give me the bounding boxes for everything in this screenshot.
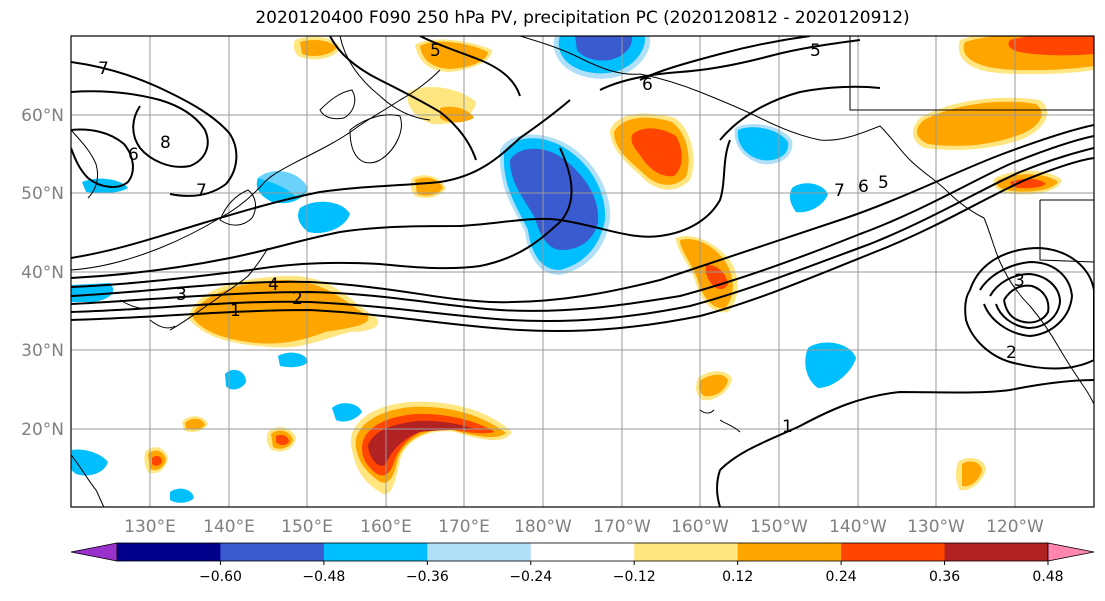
contour-label: 6 xyxy=(858,177,869,197)
colorbar-tick-label: −0.60 xyxy=(199,569,242,585)
colorbar-tick-label: 0.24 xyxy=(826,569,857,585)
contour-label: 1 xyxy=(230,301,241,321)
colorbar-segment xyxy=(737,543,842,561)
colorbar-segment xyxy=(634,543,739,561)
colorbar-tick-label: −0.36 xyxy=(406,569,449,585)
lat-label: 20°N xyxy=(21,420,64,440)
contour-label: 8 xyxy=(160,133,171,153)
contour-label: 4 xyxy=(268,275,279,295)
colorbar-segment xyxy=(117,543,221,561)
colorbar-segment xyxy=(841,543,946,561)
contour-label: 7 xyxy=(834,181,845,201)
lat-label: 60°N xyxy=(21,106,64,126)
contour-label: 6 xyxy=(128,145,139,165)
colorbar-blocks xyxy=(116,542,1049,562)
lon-label: 180°W xyxy=(514,517,572,537)
lon-label: 170°E xyxy=(438,517,490,537)
colorbar-extend-high xyxy=(1047,542,1095,562)
contour-label: 1 xyxy=(782,417,793,437)
pv-contours xyxy=(71,36,1094,507)
colorbar-tick-label: 0.48 xyxy=(1032,569,1063,585)
contour-label: 7 xyxy=(98,59,109,79)
lon-label: 130°W xyxy=(907,517,965,537)
colorbar-segment xyxy=(220,543,325,561)
lat-label: 50°N xyxy=(21,184,64,204)
colorbar-tick-label: −0.48 xyxy=(302,569,345,585)
lat-label: 30°N xyxy=(21,341,64,361)
lon-label: 130°E xyxy=(124,517,176,537)
contour-labels: 7 6 5 7 6 5 7 8 4 3 2 1 7 6 5 3 2 1 xyxy=(98,41,1025,437)
lon-label: 160°W xyxy=(671,517,729,537)
colorbar-tick-label: −0.12 xyxy=(613,569,656,585)
colorbar-tick-label: 0.12 xyxy=(722,569,753,585)
lon-label: 150°W xyxy=(750,517,808,537)
lon-label: 140°E xyxy=(203,517,255,537)
contour-label: 5 xyxy=(878,173,889,193)
longitude-labels: 130°E 140°E 150°E 160°E 170°E 180°W 170°… xyxy=(124,517,1044,537)
map-frame xyxy=(70,35,1095,508)
contour-label: 5 xyxy=(430,41,441,61)
lon-label: 170°W xyxy=(593,517,651,537)
contour-label: 7 xyxy=(196,181,207,201)
lon-label: 160°E xyxy=(360,517,412,537)
colorbar-segment xyxy=(530,543,635,561)
lon-label: 140°W xyxy=(829,517,887,537)
colorbar-segment xyxy=(427,543,532,561)
contour-label: 3 xyxy=(1014,271,1025,291)
colorbar: −0.60 −0.48 −0.36 −0.24 −0.12 0.12 0.24 0.36 0.4… xyxy=(70,542,1095,585)
contour-label: 5 xyxy=(810,41,821,61)
colorbar-tick-label: −0.24 xyxy=(509,569,552,585)
precip-negative-anomalies xyxy=(71,36,856,503)
contour-label: 3 xyxy=(176,285,187,305)
colorbar-segment xyxy=(944,543,1049,561)
colorbar-extend-low xyxy=(70,542,118,562)
lon-label: 120°W xyxy=(986,517,1044,537)
colorbar-ticks: −0.60 −0.48 −0.36 −0.24 −0.12 0.12 0.24 0.36 0.4… xyxy=(199,561,1064,585)
contour-label: 2 xyxy=(292,289,303,309)
colorbar-segment xyxy=(323,543,428,561)
colorbar-tick-label: 0.36 xyxy=(929,569,960,585)
lon-label: 150°E xyxy=(281,517,333,537)
lat-label: 40°N xyxy=(21,263,64,283)
contour-label: 6 xyxy=(642,75,653,95)
chart-title: 2020120400 F090 250 hPa PV, precipitatio… xyxy=(255,8,910,28)
contour-label: 2 xyxy=(1006,343,1017,363)
latitude-labels: 60°N 50°N 40°N 30°N 20°N xyxy=(21,106,64,440)
